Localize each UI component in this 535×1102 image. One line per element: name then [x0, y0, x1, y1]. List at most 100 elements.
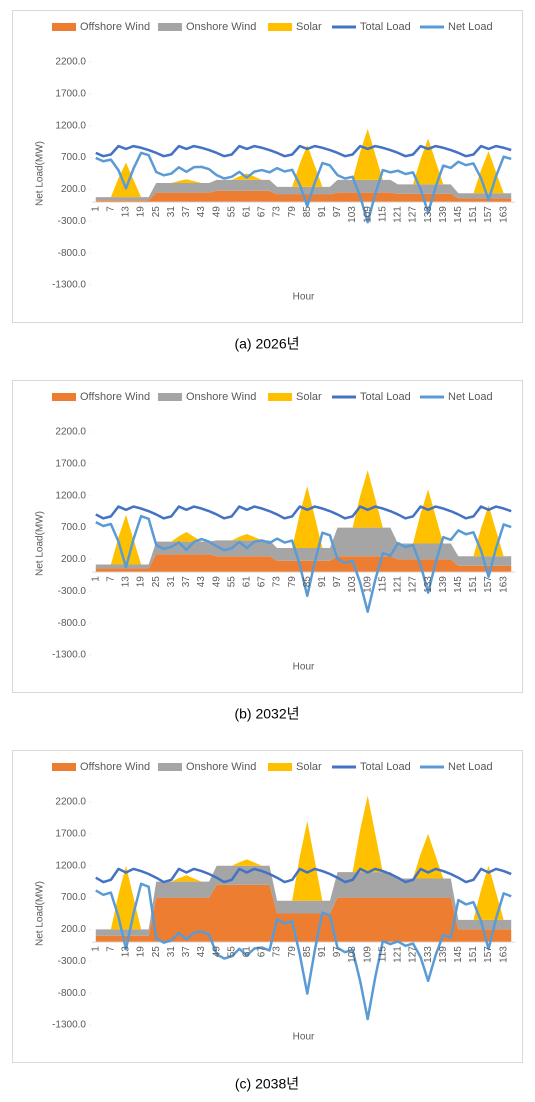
- y-tick-label: -800.0: [58, 988, 87, 999]
- x-tick-label: 139: [438, 206, 449, 223]
- line: [95, 505, 512, 520]
- legend-label: Total Load: [360, 391, 411, 403]
- x-tick-label: 61: [241, 576, 252, 588]
- x-tick-label: 31: [166, 576, 177, 588]
- legend-label: Solar: [296, 761, 322, 773]
- x-tick-label: 13: [121, 206, 132, 218]
- x-tick-label: 145: [453, 206, 464, 223]
- x-tick-label: 97: [332, 576, 343, 588]
- y-tick-label: -800.0: [58, 618, 87, 629]
- x-tick-label: 85: [302, 576, 313, 588]
- y-tick-label: -300.0: [58, 216, 87, 227]
- x-axis-title: Hour: [293, 292, 315, 303]
- x-tick-label: 61: [241, 946, 252, 958]
- x-tick-label: 37: [181, 206, 192, 218]
- x-tick-label: 7: [106, 206, 117, 212]
- x-tick-label: 19: [136, 206, 147, 218]
- x-tick-label: 103: [347, 206, 358, 223]
- x-tick-label: 31: [166, 206, 177, 218]
- x-tick-label: 7: [106, 946, 117, 952]
- x-tick-label: 151: [468, 576, 479, 593]
- x-tick-label: 31: [166, 946, 177, 958]
- legend-label: Solar: [296, 21, 322, 33]
- x-tick-label: 7: [106, 576, 117, 582]
- x-tick-label: 85: [302, 206, 313, 218]
- y-tick-label: 2200.0: [55, 427, 86, 438]
- x-tick-label: 43: [196, 206, 207, 218]
- chart-frame: [12, 380, 523, 693]
- y-axis-title: Net Load(MW): [35, 881, 46, 946]
- x-tick-label: 73: [272, 576, 283, 588]
- y-tick-label: 1200.0: [55, 860, 86, 871]
- x-tick-label: 55: [226, 946, 237, 958]
- x-axis-title: Hour: [293, 662, 315, 673]
- x-tick-label: 49: [211, 946, 222, 958]
- x-tick-label: 97: [332, 946, 343, 958]
- x-tick-label: 79: [287, 576, 298, 588]
- x-tick-label: 13: [121, 576, 132, 588]
- line: [95, 514, 512, 613]
- x-tick-label: 103: [347, 576, 358, 593]
- x-tick-label: 157: [483, 576, 494, 593]
- area: [95, 554, 512, 573]
- y-tick-label: 1700.0: [55, 88, 86, 99]
- chart-frame: [12, 10, 523, 323]
- caption: (a) 2026년: [234, 336, 299, 352]
- y-tick-label: 2200.0: [55, 57, 86, 68]
- x-tick-label: 67: [257, 576, 268, 588]
- y-tick-label: 2200.0: [55, 797, 86, 808]
- x-tick-label: 43: [196, 576, 207, 588]
- x-tick-label: 61: [241, 206, 252, 218]
- x-tick-label: 127: [408, 946, 419, 963]
- caption: (c) 2038년: [235, 1076, 299, 1092]
- x-tick-label: 25: [151, 206, 162, 218]
- y-tick-label: 1700.0: [55, 458, 86, 469]
- x-tick-label: 133: [423, 576, 434, 593]
- x-tick-label: 157: [483, 206, 494, 223]
- legend-swatch: [158, 393, 182, 401]
- x-tick-label: 121: [393, 576, 404, 593]
- y-tick-label: -1300.0: [52, 1020, 86, 1031]
- x-tick-label: 115: [377, 206, 388, 222]
- y-tick-label: 200.0: [61, 554, 86, 565]
- x-tick-label: 139: [438, 946, 449, 963]
- x-tick-label: 25: [151, 576, 162, 588]
- x-tick-label: 97: [332, 206, 343, 218]
- caption: (b) 2032년: [234, 706, 299, 722]
- legend-label: Solar: [296, 391, 322, 403]
- x-tick-label: 109: [362, 206, 373, 223]
- y-tick-label: 200.0: [61, 924, 86, 935]
- legend-label: Total Load: [360, 21, 411, 33]
- legend-swatch: [268, 393, 292, 401]
- line: [95, 144, 512, 158]
- x-tick-label: 55: [226, 576, 237, 588]
- x-tick-label: 151: [468, 946, 479, 963]
- y-tick-label: 1700.0: [55, 828, 86, 839]
- y-tick-label: -300.0: [58, 586, 87, 597]
- y-tick-label: 700.0: [61, 152, 86, 163]
- y-tick-label: -800.0: [58, 248, 87, 259]
- x-tick-label: 157: [483, 946, 494, 963]
- line: [95, 882, 512, 1021]
- x-tick-label: 73: [272, 946, 283, 958]
- x-tick-label: 121: [393, 946, 404, 963]
- x-tick-label: 19: [136, 946, 147, 958]
- area: [95, 128, 512, 198]
- y-tick-label: -1300.0: [52, 650, 86, 661]
- x-tick-label: 79: [287, 206, 298, 218]
- x-tick-label: 79: [287, 946, 298, 958]
- y-axis-title: Net Load(MW): [35, 511, 46, 576]
- x-tick-label: 109: [362, 576, 373, 593]
- x-tick-label: 133: [423, 206, 434, 223]
- x-axis-title: Hour: [293, 1032, 315, 1043]
- legend-swatch: [158, 23, 182, 31]
- legend-label: Total Load: [360, 761, 411, 773]
- x-tick-label: 25: [151, 946, 162, 958]
- legend-label: Offshore Wind: [80, 21, 150, 33]
- x-tick-label: 91: [317, 576, 328, 588]
- y-tick-label: 700.0: [61, 892, 86, 903]
- x-tick-label: 49: [211, 206, 222, 218]
- x-tick-label: 73: [272, 206, 283, 218]
